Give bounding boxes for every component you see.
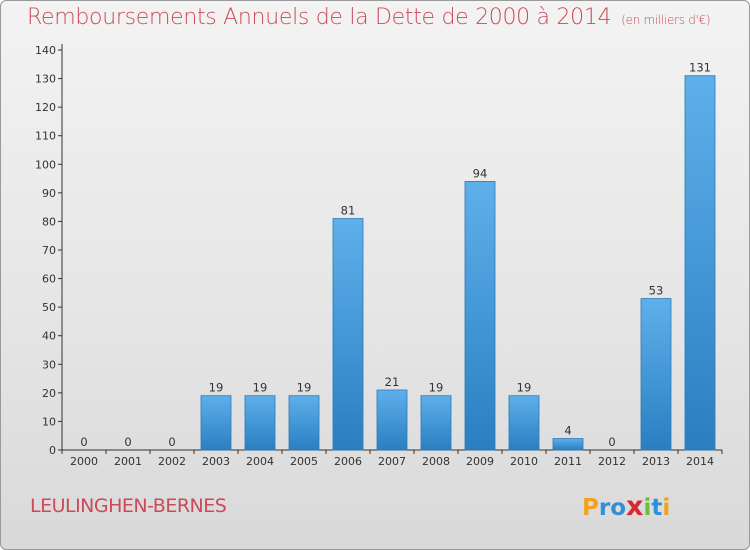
data-label: 19: [297, 381, 312, 395]
y-tick-label: 100: [35, 158, 56, 171]
y-tick-label: 70: [42, 244, 56, 257]
bar: [552, 438, 584, 451]
y-tick-label: 0: [49, 444, 56, 457]
bar: [684, 75, 716, 451]
y-tick-label: 130: [35, 73, 56, 86]
x-tick-label: 2012: [598, 455, 626, 468]
data-label: 0: [80, 435, 87, 449]
logo-letter: r: [598, 495, 611, 521]
commune-name: LEULINGHEN-BERNES: [30, 495, 227, 517]
y-tick-label: 30: [42, 358, 56, 371]
x-tick-label: 2002: [158, 455, 186, 468]
data-label: 0: [168, 435, 175, 449]
bar: [464, 181, 496, 451]
y-tick-label: 110: [35, 130, 56, 143]
bar: [288, 395, 320, 451]
bar: [332, 218, 364, 451]
x-tick-label: 2011: [554, 455, 582, 468]
data-label: 4: [564, 424, 571, 438]
x-tick-label: 2010: [510, 455, 538, 468]
x-tick-label: 2007: [378, 455, 406, 468]
data-label: 19: [517, 381, 532, 395]
logo-letter: P: [582, 495, 599, 521]
data-label: 94: [473, 166, 488, 180]
proxiti-logo[interactable]: Proxiti: [582, 491, 670, 522]
x-tick-label: 2004: [246, 455, 274, 468]
bar: [420, 395, 452, 451]
bar: [376, 389, 408, 451]
data-label: 19: [253, 381, 268, 395]
y-tick-label: 140: [35, 44, 56, 57]
data-label: 81: [341, 204, 356, 218]
data-label: 19: [209, 381, 224, 395]
chart-title: Remboursements Annuels de la Dette de 20…: [27, 5, 711, 30]
bar: [640, 298, 672, 451]
y-tick-label: 40: [42, 330, 56, 343]
x-tick-label: 2013: [642, 455, 670, 468]
data-label: 0: [608, 435, 615, 449]
x-tick-label: 2006: [334, 455, 362, 468]
x-tick-label: 2005: [290, 455, 318, 468]
logo-letter: i: [643, 495, 652, 521]
y-tick-label: 90: [42, 187, 56, 200]
bar: [508, 395, 540, 451]
x-tick-label: 2000: [70, 455, 98, 468]
data-label: 21: [385, 375, 400, 389]
data-label: 131: [689, 61, 711, 75]
bar: [200, 395, 232, 451]
bar: [244, 395, 276, 451]
x-tick-label: 2003: [202, 455, 230, 468]
y-tick-label: 80: [42, 215, 56, 228]
logo-letter: o: [610, 495, 627, 521]
unit-note: (en milliers d'€): [621, 13, 711, 27]
y-tick-label: 50: [42, 301, 56, 314]
y-tick-label: 10: [42, 415, 56, 428]
data-label: 0: [124, 435, 131, 449]
y-tick-label: 60: [42, 273, 56, 286]
logo-letter: x: [626, 491, 644, 522]
x-tick-label: 2001: [114, 455, 142, 468]
x-tick-label: 2014: [686, 455, 714, 468]
x-tick-label: 2008: [422, 455, 450, 468]
y-tick-label: 20: [42, 387, 56, 400]
x-tick-label: 2009: [466, 455, 494, 468]
y-tick-label: 120: [35, 101, 56, 114]
data-label: 53: [649, 284, 664, 298]
logo-letter: i: [662, 495, 671, 521]
chart-title-text: Remboursements Annuels de la Dette de 20…: [27, 5, 612, 30]
logo-letter: t: [651, 495, 663, 521]
data-label: 19: [429, 381, 444, 395]
